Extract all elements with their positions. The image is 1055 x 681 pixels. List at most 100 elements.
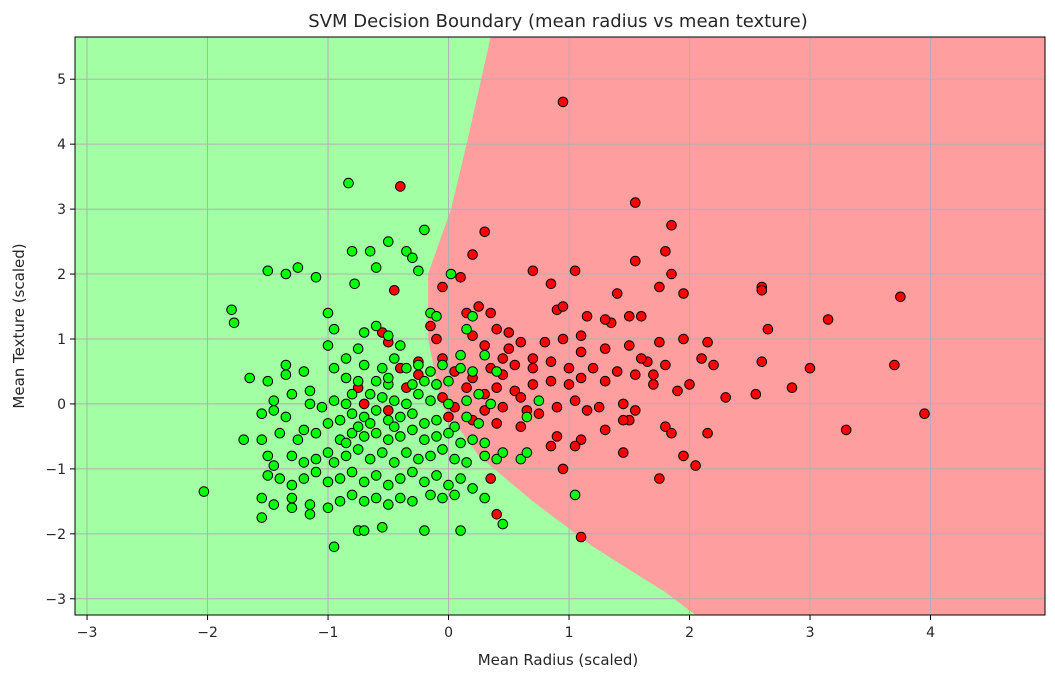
point-class_1 [340,437,352,449]
point-class_1 [280,369,292,381]
point-class_0 [491,418,503,429]
point-class_1 [479,450,491,462]
point-class_0 [569,440,581,452]
point-class_1 [407,379,418,390]
point-class_1 [515,453,527,465]
x-axis-ticks: −3 −2 −1 0 1 2 3 4 [77,615,935,641]
point-class_1 [479,437,491,449]
point-class_1 [395,492,406,504]
point-class_1 [401,398,412,410]
point-class_1 [419,224,430,236]
point-class_1 [377,392,388,403]
point-class_1 [328,457,340,468]
point-class_1 [431,311,442,322]
point-class_1 [268,405,280,416]
point-class_1 [383,236,394,247]
point-class_1 [401,362,412,374]
class-0-region [428,37,1045,615]
point-class_0 [545,440,557,452]
point-class_1 [346,246,358,257]
point-class_0 [539,336,551,348]
point-class_0 [461,382,472,394]
point-class_1 [268,460,280,471]
point-class_1 [358,431,370,442]
point-class_1 [437,359,448,371]
point-class_1 [437,444,448,455]
point-class_1 [268,395,280,407]
point-class_0 [575,434,587,446]
x-tick-label: 3 [806,625,815,641]
point-class_1 [340,450,352,462]
point-class_1 [425,366,436,377]
point-class_0 [527,362,539,374]
plot-area [75,37,1045,615]
point-class_0 [756,285,768,296]
point-class_1 [280,268,292,280]
x-tick-label: −2 [197,625,218,641]
point-class_0 [557,96,569,108]
point-class_1 [364,453,376,465]
point-class_1 [322,476,334,488]
point-class_0 [527,379,539,390]
point-class_1 [334,414,346,426]
point-class_1 [340,372,352,384]
point-class_0 [491,509,503,520]
x-tick-label: −3 [77,625,98,641]
point-class_1 [328,395,340,407]
point-class_1 [455,473,466,484]
point-class_0 [599,314,611,325]
point-class_0 [630,405,641,416]
point-class_0 [503,343,515,355]
point-class_1 [304,398,316,410]
point-class_0 [690,460,701,471]
point-class_1 [443,398,454,410]
point-class_1 [449,421,460,433]
point-class_1 [352,343,364,355]
point-class_1 [256,512,268,523]
point-class_1 [370,470,382,481]
point-class_0 [654,336,665,348]
point-class_0 [437,281,448,293]
point-class_1 [268,499,280,510]
point-class_0 [648,369,659,381]
point-class_0 [575,346,587,358]
point-class_1 [455,362,466,374]
point-class_1 [292,262,304,273]
point-class_0 [611,366,623,377]
point-class_0 [593,401,605,413]
point-class_1 [497,518,509,530]
point-class_1 [370,262,382,273]
point-class_1 [383,479,394,491]
point-class_1 [304,509,316,520]
point-class_0 [557,463,569,475]
point-class_0 [708,359,719,371]
x-tick-label: 4 [926,625,935,641]
point-class_1 [461,323,472,335]
point-class_1 [316,401,328,413]
point-class_1 [413,265,424,277]
point-class_1 [322,340,334,351]
point-class_0 [551,401,563,413]
point-class_1 [256,492,268,504]
point-class_1 [467,434,478,446]
point-class_0 [557,301,569,312]
point-class_1 [370,320,382,332]
point-class_0 [467,249,478,260]
point-class_1 [521,411,533,423]
point-class_0 [479,405,491,416]
point-class_1 [262,470,274,481]
point-class_1 [310,466,322,478]
point-class_0 [786,382,798,394]
point-class_0 [660,246,671,257]
y-axis-ticks: −3 −2 −1 0 1 2 3 4 5 [45,72,75,608]
point-class_1 [455,349,466,361]
point-class_0 [455,272,466,283]
point-class_0 [750,388,762,400]
point-class_1 [328,541,340,553]
point-class_1 [449,489,460,501]
point-class_1 [407,424,418,436]
point-class_1 [445,268,457,280]
point-class_0 [569,395,581,407]
point-class_1 [262,265,274,277]
point-class_0 [678,333,689,345]
